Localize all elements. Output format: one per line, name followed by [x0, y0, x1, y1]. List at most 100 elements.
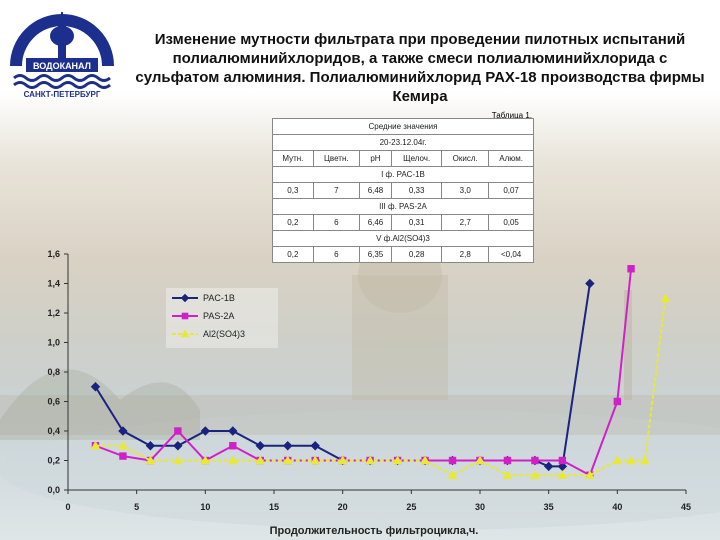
- data-point: [200, 455, 211, 465]
- y-tick-label: 0,4: [47, 426, 60, 436]
- average-values-table: Средние значения 20-23.12.04г. Мутн. Цве…: [272, 118, 534, 263]
- data-point: [227, 455, 238, 465]
- data-point: [530, 470, 540, 479]
- x-tick-label: 40: [612, 502, 622, 512]
- table-group-row: I ф. PAC-1B: [272, 166, 534, 183]
- data-point: [626, 455, 636, 465]
- column-header: Щелоч.: [391, 150, 443, 167]
- turbidity-chart: 0,0 0,2 0,4 0,6 0,8 1,0 1,2 1,4 1,6 0 5 10 15 20 25 30 3…: [47, 249, 691, 537]
- data-point: [90, 440, 101, 450]
- data-point: [639, 455, 650, 465]
- x-tick-label: 30: [475, 502, 485, 512]
- data-point: [145, 455, 156, 465]
- column-header: Алюм.: [488, 150, 534, 167]
- x-tick-label: 10: [200, 502, 210, 512]
- data-point: [420, 455, 430, 465]
- data-point: [174, 427, 182, 435]
- table-cell: 0,2: [272, 246, 314, 263]
- data-point: [173, 441, 183, 451]
- data-point: [612, 455, 623, 465]
- data-point: [448, 456, 457, 465]
- legend-marker: [180, 293, 190, 303]
- logo-name: ВОДОКАНАЛ: [33, 61, 91, 71]
- data-point: [660, 293, 671, 302]
- data-point: [502, 470, 513, 479]
- data-point: [90, 382, 101, 392]
- table-cell: <0,04: [488, 246, 534, 263]
- table-cell: 0,33: [391, 182, 443, 199]
- data-point: [173, 455, 183, 465]
- legend-marker: [180, 329, 190, 338]
- data-point: [531, 456, 539, 465]
- y-tick-label: 1,6: [47, 249, 60, 259]
- data-point: [365, 455, 375, 465]
- slide-title: Изменение мутности фильтрата при проведе…: [135, 31, 705, 105]
- data-point: [228, 426, 238, 436]
- table-dates: 20-23.12.04г.: [272, 134, 534, 151]
- table-header-row: Средние значения: [272, 118, 534, 135]
- column-header: Мутн.: [272, 150, 314, 167]
- table-row: 0,2 6 6,46 0,31 2,7 0,05: [272, 214, 534, 231]
- table-cell: 0,07: [488, 182, 534, 199]
- data-point: [337, 455, 348, 465]
- table-cell: 6,35: [358, 246, 393, 263]
- legend-label: Al2(SO4)3: [203, 329, 245, 339]
- chart-axes: 0,0 0,2 0,4 0,6 0,8 1,0 1,2 1,4 1,6 0 5 10 15 20 25 30 3…: [47, 249, 691, 512]
- column-header: Цветн.: [312, 150, 360, 167]
- x-tick-label: 5: [134, 502, 139, 512]
- table-group-row: III ф. PAS-2A: [272, 198, 534, 215]
- data-point: [200, 426, 211, 436]
- data-point: [613, 397, 622, 406]
- table-dates-row: 20-23.12.04г.: [272, 134, 534, 151]
- data-point: [118, 426, 128, 436]
- y-tick-label: 1,0: [47, 338, 60, 348]
- vodokanal-logo: ВОДОКАНАЛ САНКТ-ПЕТЕРБУРГ: [10, 12, 114, 99]
- table-cell: 2,7: [441, 214, 490, 231]
- data-point: [447, 470, 458, 479]
- y-tick-label: 0,6: [47, 397, 60, 407]
- table-cell: 0,2: [272, 214, 314, 231]
- data-point: [310, 441, 320, 451]
- data-point: [558, 456, 567, 465]
- table-columns-row: Мутн. Цветн. pH Щелоч. Окисл. Алюм.: [272, 150, 534, 167]
- data-point: [229, 442, 237, 450]
- table-cell: 2,8: [441, 246, 490, 263]
- data-point: [283, 441, 293, 451]
- table-cell: 3,0: [441, 182, 490, 199]
- table-row: 0,3 7 6,48 0,33 3,0 0,07: [272, 182, 534, 199]
- table-row: 0,2 6 6,35 0,28 2,8 <0,04: [272, 246, 534, 263]
- table-cell: 7: [312, 182, 360, 199]
- table-cell: 0,3: [272, 182, 314, 199]
- data-point: [392, 455, 403, 465]
- table-cell: 0,28: [391, 246, 443, 263]
- legend-marker: [181, 312, 189, 320]
- series-line: [95, 298, 667, 477]
- y-tick-label: 1,4: [47, 279, 60, 289]
- column-header: Окисл.: [441, 150, 490, 167]
- x-tick-label: 25: [406, 502, 416, 512]
- table-cell: 6: [312, 246, 360, 263]
- x-tick-label: 45: [681, 502, 691, 512]
- group-label: I ф. PAC-1B: [272, 166, 534, 183]
- data-point: [585, 470, 595, 479]
- table-cell: 6: [312, 214, 360, 231]
- x-tick-label: 20: [338, 502, 348, 512]
- y-tick-label: 0,2: [47, 456, 60, 466]
- logo-city: САНКТ-ПЕТЕРБУРГ: [24, 90, 101, 99]
- data-point: [585, 278, 595, 289]
- data-point: [282, 455, 293, 465]
- x-tick-label: 15: [269, 502, 279, 512]
- table-cell: 6,48: [358, 182, 393, 199]
- chart-legend: PAC-1B PAS-2A Al2(SO4)3: [166, 288, 278, 348]
- table-header: Средние значения: [272, 118, 534, 135]
- data-point: [145, 441, 156, 451]
- table-cell: 6,46: [358, 214, 393, 231]
- data-point: [255, 441, 265, 451]
- x-axis-title: Продолжительность фильтроцикла,ч.: [270, 525, 479, 537]
- column-header: pH: [358, 150, 393, 167]
- table-caption: Таблица 1.: [491, 111, 532, 120]
- table-cell: 0,05: [488, 214, 534, 231]
- data-point: [503, 456, 512, 465]
- table-cell: 0,31: [391, 214, 443, 231]
- x-tick-label: 35: [544, 502, 554, 512]
